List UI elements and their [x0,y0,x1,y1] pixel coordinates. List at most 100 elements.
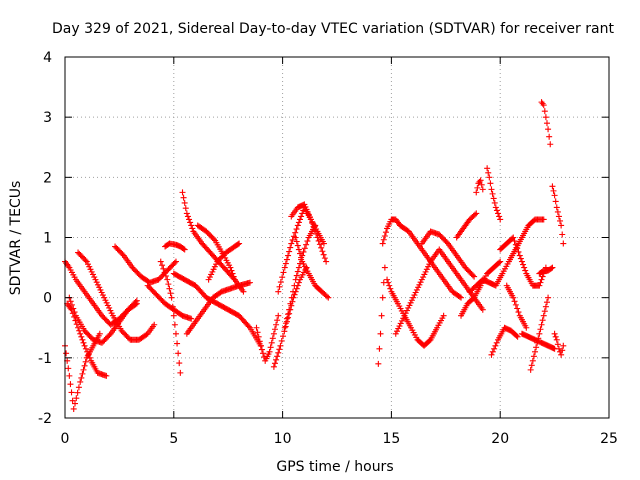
data-point [184,213,191,220]
data-point [380,236,387,243]
data-point [540,312,547,319]
data-point [520,261,527,268]
data-point [522,267,529,274]
data-point [292,276,299,283]
data-point [511,298,518,305]
data-point [484,165,491,172]
data-point [488,186,495,193]
data-point [489,190,496,197]
data-point [415,284,422,291]
data-point [316,241,323,248]
data-point [511,238,518,245]
data-point [486,174,493,181]
data-point [176,360,183,367]
data-point [132,298,139,305]
data-point [78,333,85,340]
series-s22 [379,216,404,247]
data-point [210,236,217,243]
data-point [540,216,547,223]
data-point [379,240,386,247]
series-s14 [205,240,243,283]
data-point [542,114,549,121]
data-point [119,251,126,258]
data-point [319,248,326,255]
data-point [512,241,519,248]
data-point [559,347,566,354]
grid-lines [65,57,609,418]
series-s33 [497,234,549,289]
data-point [512,301,519,308]
data-point [552,198,559,205]
data-point [107,307,114,314]
data-point [283,256,290,263]
data-point [75,384,82,391]
data-point [297,250,304,257]
data-point [177,369,184,376]
data-point [401,312,408,319]
data-point [488,351,495,358]
data-point [541,308,548,315]
data-point [79,370,86,377]
data-point [159,262,166,269]
data-point [551,330,558,337]
data-point [210,266,217,273]
series-s06 [66,294,140,346]
data-point [532,348,539,355]
y-tick-label: 0 [43,291,52,307]
data-points [62,99,567,412]
data-point [99,292,106,299]
data-point [489,348,496,355]
data-point [93,279,100,286]
data-point [228,267,235,274]
series-s23 [384,276,447,349]
data-point [560,342,567,349]
data-point [470,295,476,302]
data-point [425,263,432,270]
data-point [311,227,318,234]
data-point [545,294,552,301]
data-point [407,299,414,306]
data-point [182,205,189,212]
data-point [289,236,296,243]
data-point [555,213,562,220]
x-tick-labels: 0 5 10 15 20 25 [61,431,618,447]
data-point [84,348,91,355]
data-point [474,184,481,191]
data-point [281,264,288,271]
data-point [180,194,187,201]
data-point [292,234,299,241]
series-s25 [397,222,465,301]
data-point [74,389,81,396]
data-point [377,330,384,337]
data-point [269,335,276,342]
data-point [277,279,284,286]
data-point [376,345,383,352]
x-tick-label: 25 [600,431,618,447]
data-point [268,339,275,346]
data-point [555,345,562,352]
data-point [381,264,388,271]
data-point [378,312,385,319]
series-s38 [536,264,556,277]
data-point [538,276,545,283]
data-point [530,353,537,360]
x-tick-label: 10 [274,431,292,447]
data-point [410,294,417,301]
data-point [230,273,237,280]
data-point [75,324,82,331]
data-point [536,282,543,289]
data-point [65,365,72,372]
data-point [320,240,327,247]
data-point [412,289,419,296]
data-point [157,258,164,265]
data-point [133,297,140,304]
data-point [516,252,523,259]
data-point [493,339,500,346]
data-point [186,216,193,223]
data-point [294,268,301,275]
data-point [527,366,534,373]
data-point [287,300,294,307]
series-s04 [75,249,158,343]
data-point [320,251,327,258]
data-point [478,181,485,188]
